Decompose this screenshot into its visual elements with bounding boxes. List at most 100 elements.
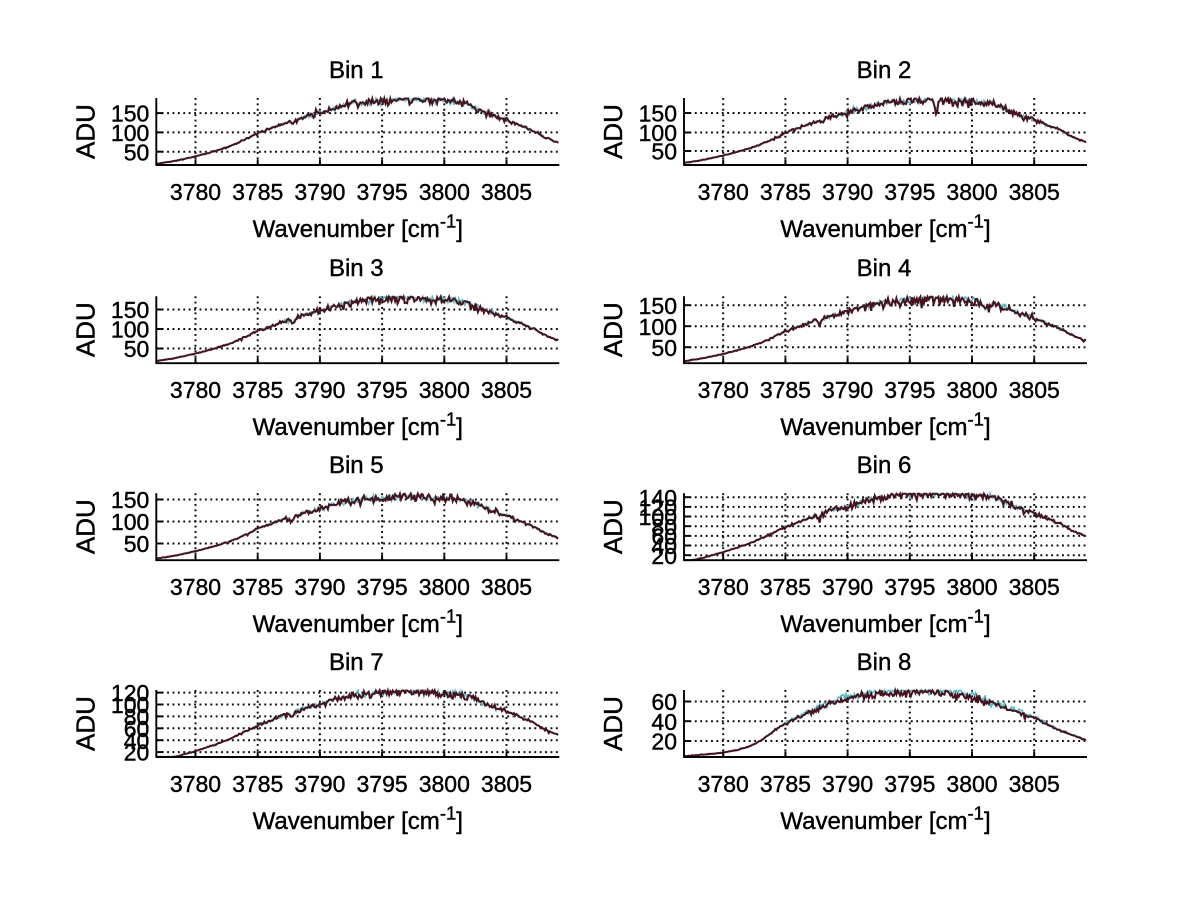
svg-text:3805: 3805 (481, 179, 532, 205)
svg-text:40: 40 (124, 728, 150, 754)
svg-text:150: 150 (639, 293, 677, 319)
svg-text:Wavenumber [cm-1]: Wavenumber [cm-1] (780, 211, 990, 244)
svg-text:20: 20 (651, 543, 677, 569)
svg-text:ADU: ADU (70, 302, 100, 357)
svg-text:3785: 3785 (760, 179, 811, 205)
svg-text:80: 80 (651, 514, 677, 540)
svg-text:50: 50 (651, 139, 677, 165)
svg-text:3780: 3780 (170, 574, 221, 600)
svg-text:3800: 3800 (419, 377, 470, 403)
svg-text:150: 150 (111, 101, 149, 127)
svg-text:3805: 3805 (481, 377, 532, 403)
svg-text:3795: 3795 (884, 179, 935, 205)
svg-text:3795: 3795 (884, 377, 935, 403)
svg-text:Wavenumber [cm-1]: Wavenumber [cm-1] (253, 211, 463, 244)
svg-text:3780: 3780 (170, 377, 221, 403)
svg-text:ADU: ADU (598, 302, 628, 357)
svg-text:Wavenumber [cm-1]: Wavenumber [cm-1] (780, 803, 990, 836)
svg-text:3785: 3785 (232, 771, 283, 797)
svg-text:3800: 3800 (946, 771, 997, 797)
svg-text:3790: 3790 (294, 179, 345, 205)
svg-text:60: 60 (651, 524, 677, 550)
svg-text:100: 100 (111, 509, 149, 535)
svg-text:3785: 3785 (232, 574, 283, 600)
svg-text:50: 50 (124, 336, 150, 362)
svg-text:3805: 3805 (481, 574, 532, 600)
svg-text:3800: 3800 (946, 574, 997, 600)
svg-text:Wavenumber [cm-1]: Wavenumber [cm-1] (780, 409, 990, 442)
svg-text:3800: 3800 (946, 377, 997, 403)
svg-text:Wavenumber [cm-1]: Wavenumber [cm-1] (253, 409, 463, 442)
svg-text:Bin 3: Bin 3 (329, 255, 384, 282)
svg-text:Wavenumber [cm-1]: Wavenumber [cm-1] (780, 606, 990, 639)
svg-text:3790: 3790 (822, 771, 873, 797)
svg-text:3795: 3795 (357, 771, 408, 797)
svg-text:3780: 3780 (698, 771, 749, 797)
svg-text:3790: 3790 (294, 377, 345, 403)
svg-text:60: 60 (124, 716, 150, 742)
svg-text:3780: 3780 (698, 377, 749, 403)
svg-text:50: 50 (651, 335, 677, 361)
svg-text:3800: 3800 (419, 574, 470, 600)
svg-text:3785: 3785 (760, 574, 811, 600)
svg-text:3785: 3785 (232, 179, 283, 205)
svg-text:3795: 3795 (884, 574, 935, 600)
svg-text:3805: 3805 (1009, 574, 1060, 600)
svg-text:120: 120 (111, 680, 149, 706)
svg-text:ADU: ADU (598, 696, 628, 751)
svg-text:3795: 3795 (357, 377, 408, 403)
svg-text:100: 100 (639, 314, 677, 340)
svg-text:ADU: ADU (70, 499, 100, 554)
svg-text:Bin 1: Bin 1 (329, 57, 384, 84)
svg-text:3785: 3785 (232, 377, 283, 403)
svg-text:100: 100 (639, 504, 677, 530)
svg-text:3785: 3785 (760, 377, 811, 403)
svg-text:140: 140 (639, 485, 677, 511)
svg-text:3780: 3780 (698, 574, 749, 600)
svg-text:Wavenumber [cm-1]: Wavenumber [cm-1] (253, 803, 463, 836)
svg-text:3790: 3790 (822, 574, 873, 600)
svg-text:ADU: ADU (70, 696, 100, 751)
svg-text:Bin 6: Bin 6 (857, 452, 912, 479)
svg-text:Bin 4: Bin 4 (857, 255, 912, 282)
svg-text:50: 50 (124, 139, 150, 165)
svg-text:80: 80 (124, 704, 150, 730)
svg-text:100: 100 (111, 120, 149, 146)
svg-text:ADU: ADU (70, 104, 100, 159)
svg-text:Bin 8: Bin 8 (857, 649, 912, 676)
svg-text:ADU: ADU (598, 104, 628, 159)
svg-text:3780: 3780 (170, 771, 221, 797)
svg-text:3790: 3790 (294, 771, 345, 797)
svg-text:40: 40 (651, 533, 677, 559)
svg-text:ADU: ADU (598, 499, 628, 554)
svg-text:100: 100 (639, 120, 677, 146)
svg-text:120: 120 (639, 495, 677, 521)
svg-text:3790: 3790 (822, 377, 873, 403)
svg-text:100: 100 (111, 692, 149, 718)
svg-text:Bin 2: Bin 2 (857, 57, 912, 84)
svg-text:20: 20 (124, 740, 150, 766)
svg-text:3805: 3805 (1009, 179, 1060, 205)
svg-text:Bin 5: Bin 5 (329, 452, 384, 479)
svg-text:100: 100 (111, 317, 149, 343)
svg-text:Bin 7: Bin 7 (329, 649, 384, 676)
svg-text:150: 150 (111, 487, 149, 513)
svg-text:3790: 3790 (822, 179, 873, 205)
svg-text:150: 150 (639, 101, 677, 127)
svg-text:3795: 3795 (357, 179, 408, 205)
svg-text:3780: 3780 (170, 179, 221, 205)
svg-text:3785: 3785 (760, 771, 811, 797)
svg-text:Wavenumber [cm-1]: Wavenumber [cm-1] (253, 606, 463, 639)
svg-text:3780: 3780 (698, 179, 749, 205)
svg-text:40: 40 (651, 709, 677, 735)
svg-text:3795: 3795 (357, 574, 408, 600)
svg-text:3805: 3805 (1009, 771, 1060, 797)
svg-text:3805: 3805 (481, 771, 532, 797)
svg-text:50: 50 (124, 531, 150, 557)
svg-text:60: 60 (651, 689, 677, 715)
svg-text:20: 20 (651, 729, 677, 755)
svg-text:150: 150 (111, 297, 149, 323)
svg-text:3790: 3790 (294, 574, 345, 600)
svg-text:3800: 3800 (946, 179, 997, 205)
svg-text:3805: 3805 (1009, 377, 1060, 403)
